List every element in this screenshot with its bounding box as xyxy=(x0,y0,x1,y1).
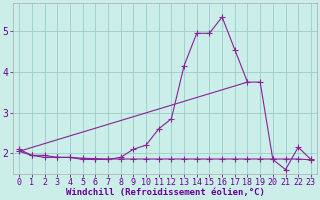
X-axis label: Windchill (Refroidissement éolien,°C): Windchill (Refroidissement éolien,°C) xyxy=(66,188,264,197)
